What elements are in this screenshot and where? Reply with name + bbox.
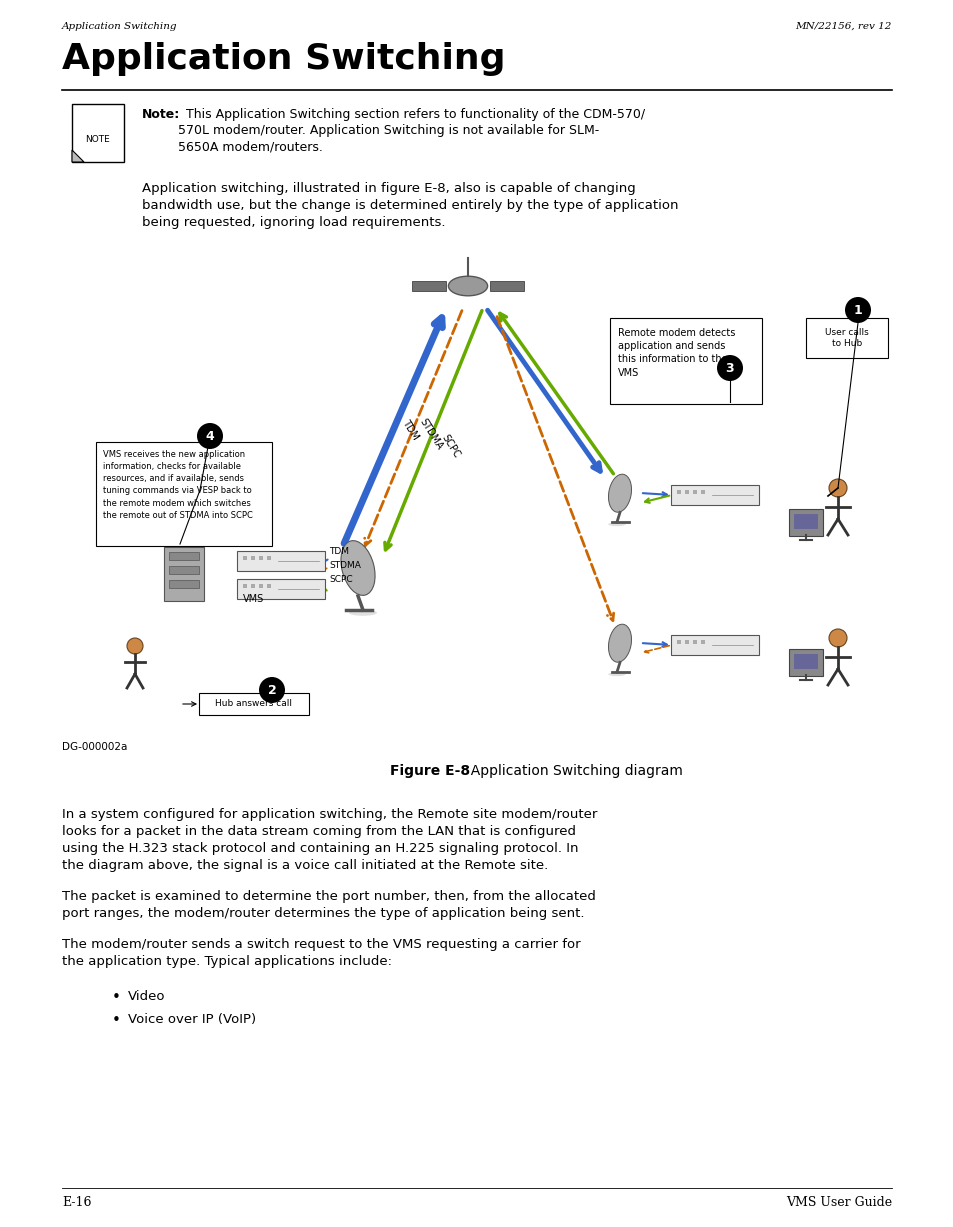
Text: 1: 1 [853,304,862,318]
FancyBboxPatch shape [164,547,204,601]
Bar [793,654,817,669]
FancyBboxPatch shape [670,636,759,655]
Bar [267,556,271,560]
Bar [692,640,697,644]
Circle shape [844,297,870,323]
Bar [684,640,688,644]
Text: SCPC: SCPC [329,575,353,584]
Text: The modem/router sends a switch request to the VMS requesting a carrier for: The modem/router sends a switch request … [62,937,580,951]
Text: •: • [112,1014,121,1028]
Text: SCPC: SCPC [439,433,461,460]
Ellipse shape [608,523,625,526]
Circle shape [258,677,285,703]
Text: 2: 2 [268,685,276,697]
Bar [677,640,680,644]
Text: TDM: TDM [399,418,419,442]
Text: The packet is examined to determine the port number, then, from the allocated: The packet is examined to determine the … [62,890,596,903]
FancyBboxPatch shape [236,579,325,599]
FancyBboxPatch shape [609,318,761,404]
Text: Voice over IP (VoIP): Voice over IP (VoIP) [128,1014,255,1026]
Bar [258,556,263,560]
Ellipse shape [340,541,375,595]
Text: •: • [112,990,121,1005]
FancyBboxPatch shape [199,693,309,715]
Bar [793,514,817,529]
Text: DG-000002a: DG-000002a [62,742,128,752]
Bar [243,584,247,588]
Ellipse shape [608,625,631,663]
Text: Application Switching diagram: Application Switching diagram [461,764,682,778]
Circle shape [127,638,143,654]
Text: VMS: VMS [243,594,264,604]
Text: STDMA: STDMA [417,417,444,452]
Polygon shape [71,150,84,162]
Text: being requested, ignoring load requirements.: being requested, ignoring load requireme… [142,216,445,229]
Text: STDMA: STDMA [329,561,360,571]
Text: VMS User Guide: VMS User Guide [785,1196,891,1209]
Text: 3: 3 [725,362,734,375]
Circle shape [196,423,223,449]
Bar [251,556,254,560]
Bar [71,104,124,162]
Ellipse shape [448,276,487,296]
Bar [700,490,704,494]
FancyBboxPatch shape [236,551,325,571]
Text: In a system configured for application switching, the Remote site modem/router: In a system configured for application s… [62,809,597,821]
Bar [684,490,688,494]
Bar [692,490,697,494]
Text: port ranges, the modem/router determines the type of application being sent.: port ranges, the modem/router determines… [62,907,584,920]
Text: This Application Switching section refers to functionality of the CDM-570/: This Application Switching section refer… [178,108,644,121]
FancyBboxPatch shape [788,649,822,676]
Text: Application Switching: Application Switching [62,22,177,31]
Text: MN/22156, rev 12: MN/22156, rev 12 [795,22,891,31]
FancyBboxPatch shape [670,485,759,506]
Text: using the H.323 stack protocol and containing an H.225 signaling protocol. In: using the H.323 stack protocol and conta… [62,842,578,855]
Bar [700,640,704,644]
Bar [267,584,271,588]
Text: 570L modem/router. Application Switching is not available for SLM-: 570L modem/router. Application Switching… [178,124,598,137]
Ellipse shape [608,672,625,676]
Circle shape [828,479,846,497]
Bar [169,566,199,574]
Text: TDM: TDM [329,547,349,556]
Text: E-16: E-16 [62,1196,91,1209]
Text: the diagram above, the signal is a voice call initiated at the Remote site.: the diagram above, the signal is a voice… [62,859,548,872]
Text: Application switching, illustrated in figure E-8, also is capable of changing: Application switching, illustrated in fi… [142,182,635,195]
Bar [251,584,254,588]
Bar [243,556,247,560]
Text: User calls
to Hub: User calls to Hub [824,328,868,348]
Bar [677,490,680,494]
Bar [258,584,263,588]
Bar [169,552,199,560]
Bar [169,580,199,588]
Bar [490,281,523,291]
Text: 4: 4 [206,431,214,443]
Text: the application type. Typical applications include:: the application type. Typical applicatio… [62,955,392,968]
Text: bandwidth use, but the change is determined entirely by the type of application: bandwidth use, but the change is determi… [142,199,678,212]
FancyBboxPatch shape [788,509,822,536]
Bar [412,281,445,291]
Text: Figure E-8: Figure E-8 [390,764,470,778]
Ellipse shape [349,610,376,616]
Text: VMS receives the new application
information, checks for available
resources, an: VMS receives the new application informa… [103,450,253,520]
FancyBboxPatch shape [96,442,272,546]
Ellipse shape [608,474,631,512]
Circle shape [828,629,846,647]
Text: Video: Video [128,990,165,1002]
Text: Remote modem detects
application and sends
this information to the
VMS: Remote modem detects application and sen… [618,328,735,378]
Text: NOTE: NOTE [86,135,111,144]
Circle shape [717,355,742,382]
Text: Application Switching: Application Switching [62,42,505,76]
Text: Note:: Note: [142,108,180,121]
Text: looks for a packet in the data stream coming from the LAN that is configured: looks for a packet in the data stream co… [62,825,576,838]
Text: Hub answers call: Hub answers call [215,699,293,708]
FancyBboxPatch shape [805,318,887,358]
Text: 5650A modem/routers.: 5650A modem/routers. [178,140,322,153]
